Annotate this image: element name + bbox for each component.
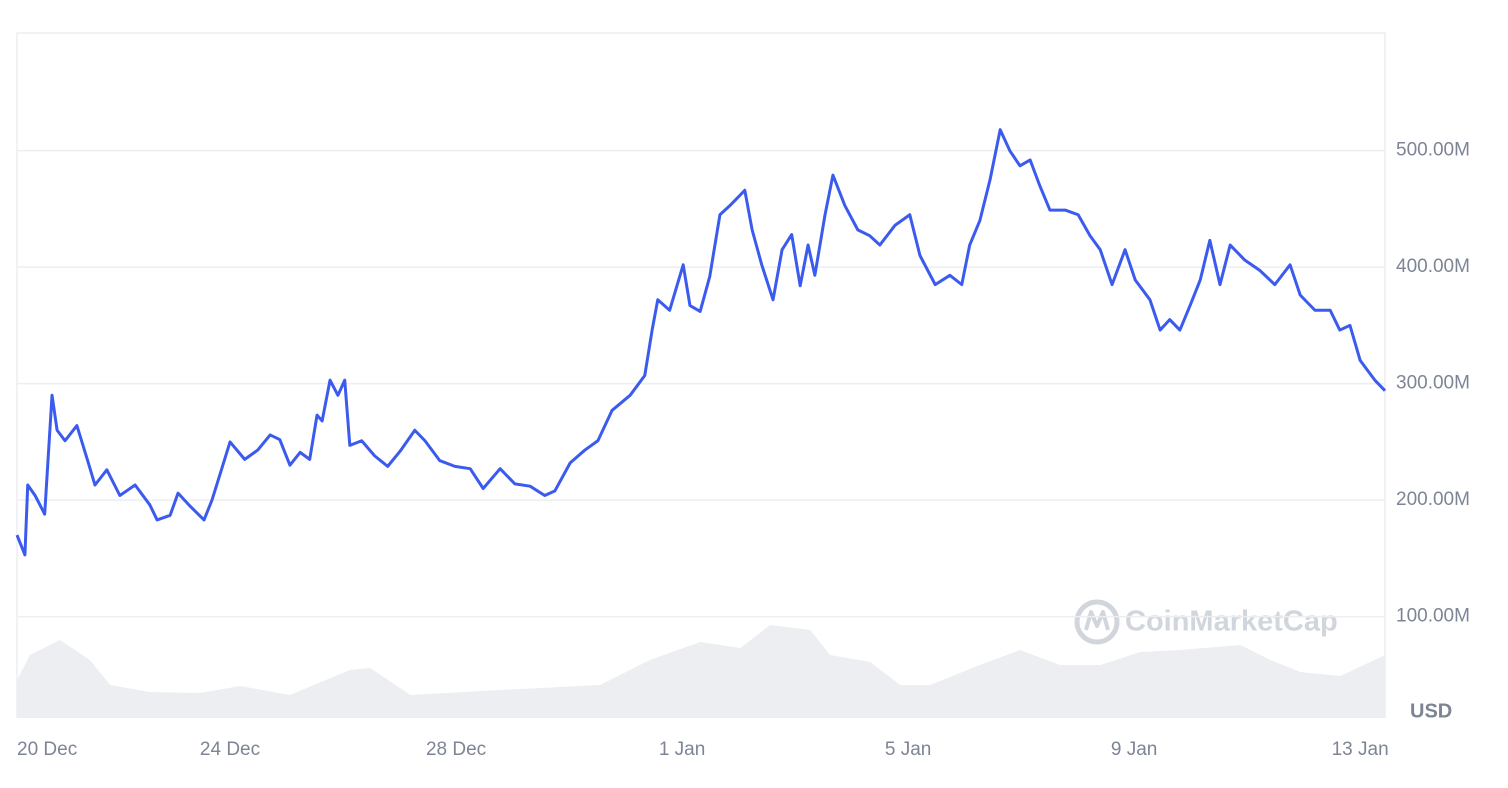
y-tick-label: 200.00M (1396, 489, 1470, 510)
watermark-text: CoinMarketCap (1125, 606, 1338, 638)
y-tick-label: 400.00M (1396, 256, 1470, 277)
x-tick-label: 20 Dec (17, 739, 77, 760)
x-tick-label: 24 Dec (200, 739, 260, 760)
watermark: CoinMarketCap (1074, 599, 1338, 645)
x-tick-label: 9 Jan (1111, 739, 1157, 760)
x-tick-label: 5 Jan (885, 739, 931, 760)
watermark-logo-mark (1084, 610, 1110, 631)
watermark-logo (1074, 599, 1120, 645)
y-unit: USD (1410, 700, 1452, 722)
volume-area (17, 625, 1385, 718)
price-line (15, 128, 1387, 557)
y-tick-label: 300.00M (1396, 373, 1470, 394)
x-tick-label: 1 Jan (659, 739, 705, 760)
plot-frame (16, 32, 1386, 718)
x-tick-label: 28 Dec (426, 739, 486, 760)
y-tick-label: 100.00M (1396, 606, 1470, 627)
y-tick-label: 500.00M (1396, 140, 1470, 161)
x-tick-label: 13 Jan (1332, 739, 1389, 760)
